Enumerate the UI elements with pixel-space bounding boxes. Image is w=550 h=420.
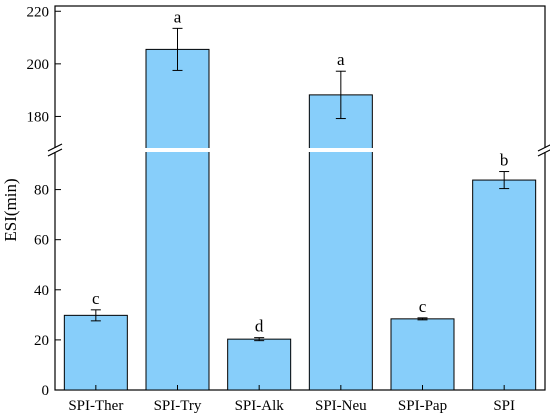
significance-label-spi: b xyxy=(500,151,509,170)
y-tick-label: 180 xyxy=(27,109,50,125)
left-break-mark xyxy=(47,143,63,157)
significance-label-spi-pap: c xyxy=(419,297,427,316)
bar-spi-alk xyxy=(227,338,292,391)
labels: c SPI-Ther a SPI-Try d SPI-Alk a SPI-Neu c SPI-Pa… xyxy=(68,7,515,414)
category-label-spi-ther: SPI-Ther xyxy=(68,398,123,414)
error-bar-spi-try xyxy=(172,27,183,71)
plot-border xyxy=(54,5,546,391)
bar-spi-try xyxy=(145,48,210,391)
significance-label-spi-try: a xyxy=(174,7,182,26)
y-tick-label: 220 xyxy=(27,4,50,20)
plot-frame xyxy=(54,5,546,391)
error-bar-spi-alk xyxy=(254,337,265,342)
axis-break-marks xyxy=(47,143,550,157)
axis-break-gap xyxy=(49,148,550,152)
y-tick-label: 200 xyxy=(27,57,50,73)
significance-label-spi-neu: a xyxy=(337,50,345,69)
category-label-spi-try: SPI-Try xyxy=(154,398,202,414)
y-tick-label: 20 xyxy=(34,333,49,349)
y-tick-label: 40 xyxy=(34,283,49,299)
bar-spi xyxy=(472,179,537,391)
y-axis-title: ESI(min) xyxy=(1,178,20,241)
error-bar-spi-pap xyxy=(417,317,428,321)
y-tick-label: 80 xyxy=(34,183,49,199)
error-bar-spi xyxy=(499,171,510,190)
bar-spi-pap xyxy=(390,318,455,391)
category-label-spi-alk: SPI-Alk xyxy=(235,398,285,414)
significance-label-spi-ther: c xyxy=(92,289,100,308)
y-tick-label: 60 xyxy=(34,233,49,249)
y-axis-ticks: 0 20 40 60 80 180 200 220 xyxy=(27,4,505,399)
bars xyxy=(63,48,537,391)
error-bar-spi-neu xyxy=(335,70,346,120)
category-label-spi-neu: SPI-Neu xyxy=(315,398,367,414)
significance-label-spi-alk: d xyxy=(255,317,264,336)
error-bars xyxy=(90,27,510,342)
bar-spi-neu xyxy=(308,94,373,391)
category-label-spi-pap: SPI-Pap xyxy=(398,398,447,414)
category-label-spi: SPI xyxy=(493,398,515,414)
bar-spi-ther xyxy=(63,314,128,391)
error-bar-spi-ther xyxy=(90,309,101,322)
y-tick-label: 0 xyxy=(42,383,50,399)
